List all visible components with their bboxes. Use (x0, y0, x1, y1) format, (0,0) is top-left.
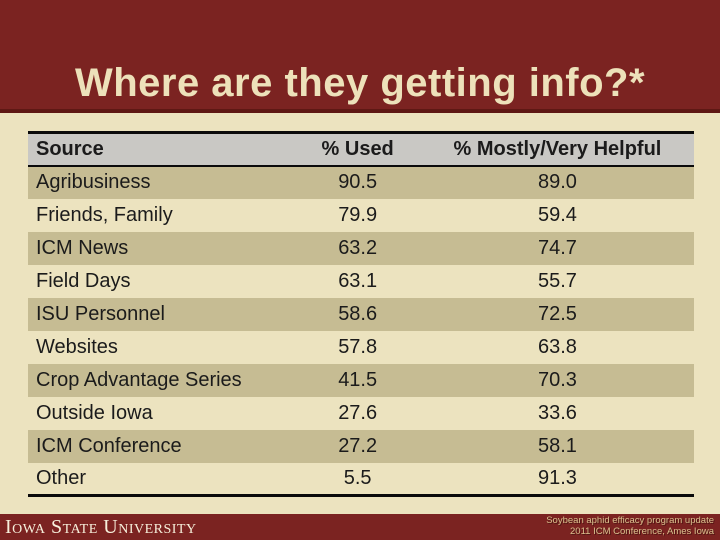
table-row: Agribusiness 90.5 89.0 (28, 165, 694, 199)
source-cell: Friends, Family (36, 203, 173, 226)
source-cell: Agribusiness (36, 171, 151, 193)
pct-used-cell: 27.6 (338, 401, 378, 424)
pct-helpful-cell: 63.8 (537, 335, 577, 358)
source-cell: Field Days (36, 269, 131, 292)
table-row: ISU Personnel 58.6 72.5 (28, 297, 694, 331)
slide-title: Where are they getting info?* (74, 61, 646, 105)
pct-helpful-cell: 74.7 (537, 236, 577, 259)
pct-used-cell: 58.6 (338, 302, 378, 325)
content-area: Source % Used % Mostly/Very Helpful Agri… (0, 131, 720, 538)
pct-used-cell: 27.2 (338, 434, 378, 457)
source-cell: Crop Advantage Series (36, 368, 242, 391)
table-head: Source % Used % Mostly/Very Helpful (28, 132, 694, 166)
source-cell: ICM News (36, 236, 129, 259)
table-row: ICM Conference 27.2 58.1 (28, 429, 694, 463)
info-sources-table: Source % Used % Mostly/Very Helpful Agri… (28, 131, 694, 497)
footer-bar: Iowa State University Soybean aphid effi… (0, 514, 720, 540)
source-cell: ISU Personnel (36, 302, 165, 325)
title-bar: Where are they getting info?* (0, 0, 720, 113)
table-row: Friends, Family 79.9 59.4 (28, 198, 694, 232)
table-row: Outside Iowa 27.6 33.6 (28, 396, 694, 430)
credit-text: Soybean aphid efficacy program update 20… (546, 516, 720, 537)
pct-helpful-cell: 59.4 (537, 203, 577, 226)
source-cell: Outside Iowa (36, 401, 153, 424)
table-row: Other 5.5 91.3 (28, 462, 694, 496)
pct-used-cell: 41.5 (338, 368, 378, 391)
pct-used-cell: 57.8 (338, 335, 378, 358)
col-header-pct-helpful: % Mostly/Very Helpful (453, 137, 662, 160)
isu-wordmark-logo: Iowa State University (5, 516, 197, 538)
credit-line-1: Soybean aphid efficacy program update (546, 515, 714, 527)
pct-used-cell: 63.2 (338, 236, 378, 259)
pct-helpful-cell: 72.5 (537, 302, 577, 325)
table-row: Websites 57.8 63.8 (28, 330, 694, 364)
source-cell: ICM Conference (36, 434, 182, 457)
table-row: Field Days 63.1 55.7 (28, 264, 694, 298)
source-cell: Other (36, 466, 87, 489)
col-header-source: Source (36, 137, 104, 160)
table-row: Crop Advantage Series 41.5 70.3 (28, 363, 694, 397)
pct-helpful-cell: 89.0 (537, 171, 577, 193)
pct-helpful-cell: 91.3 (537, 466, 577, 489)
table-row: ICM News 63.2 74.7 (28, 231, 694, 265)
pct-used-cell: 90.5 (338, 171, 378, 193)
col-header-pct-used: % Used (321, 137, 394, 160)
pct-helpful-cell: 33.6 (537, 401, 577, 424)
table-body: Agribusiness 90.5 89.0 Friends, Family 79.9 5… (28, 165, 694, 496)
source-cell: Websites (36, 335, 118, 358)
pct-helpful-cell: 58.1 (537, 434, 577, 457)
pct-helpful-cell: 55.7 (537, 269, 577, 292)
pct-used-cell: 5.5 (343, 466, 372, 489)
credit-line-2: 2011 ICM Conference, Ames Iowa (570, 526, 714, 537)
pct-used-cell: 79.9 (338, 203, 378, 226)
table-header-row: Source % Used % Mostly/Very Helpful (28, 132, 694, 166)
pct-helpful-cell: 70.3 (537, 368, 577, 391)
pct-used-cell: 63.1 (338, 269, 378, 292)
